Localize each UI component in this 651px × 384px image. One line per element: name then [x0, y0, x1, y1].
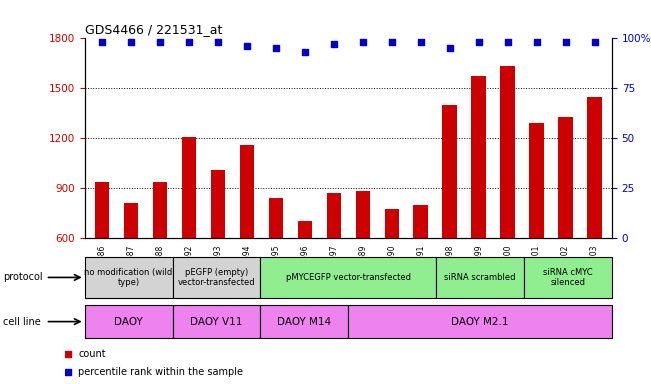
Text: pMYCEGFP vector-transfected: pMYCEGFP vector-transfected — [286, 273, 411, 282]
Bar — [443, 105, 457, 338]
Point — [252, 124, 262, 130]
Bar — [436, 257, 524, 298]
Bar — [95, 182, 109, 338]
Point — [271, 45, 281, 51]
Point — [155, 39, 165, 45]
Point — [503, 39, 513, 45]
Text: GDS4466 / 221531_at: GDS4466 / 221531_at — [85, 23, 222, 36]
Bar — [355, 192, 370, 338]
Point — [329, 41, 339, 48]
Bar — [529, 123, 544, 338]
Bar — [587, 97, 602, 338]
Text: DAOY V11: DAOY V11 — [190, 316, 243, 327]
Bar — [260, 305, 348, 338]
Point — [242, 43, 252, 50]
Point — [126, 39, 136, 45]
Bar — [298, 222, 312, 338]
Point — [387, 39, 397, 45]
Bar — [348, 305, 612, 338]
Point — [213, 39, 223, 45]
Bar — [173, 305, 260, 338]
Bar — [182, 137, 196, 338]
Bar — [153, 182, 167, 338]
Bar — [85, 305, 173, 338]
Text: siRNA cMYC
silenced: siRNA cMYC silenced — [543, 268, 593, 287]
Point — [531, 39, 542, 45]
Bar — [559, 117, 573, 338]
Bar — [413, 205, 428, 338]
Bar — [524, 257, 612, 298]
Bar — [385, 209, 399, 338]
Point — [589, 39, 600, 45]
Text: cell line: cell line — [3, 316, 41, 327]
Bar — [173, 257, 260, 298]
Bar — [85, 257, 173, 298]
Text: count: count — [78, 349, 105, 359]
Bar — [501, 66, 515, 338]
Text: protocol: protocol — [3, 272, 43, 283]
Text: DAOY: DAOY — [114, 316, 143, 327]
Bar — [269, 198, 283, 338]
Bar — [240, 145, 254, 338]
Text: DAOY M2.1: DAOY M2.1 — [451, 316, 509, 327]
Bar — [260, 257, 436, 298]
Point — [473, 39, 484, 45]
Point — [252, 281, 262, 287]
Bar — [327, 193, 341, 338]
Text: percentile rank within the sample: percentile rank within the sample — [78, 366, 243, 377]
Bar — [124, 203, 138, 338]
Text: no modification (wild
type): no modification (wild type) — [85, 268, 173, 287]
Point — [445, 45, 455, 51]
Point — [415, 39, 426, 45]
Point — [97, 39, 107, 45]
Text: siRNA scrambled: siRNA scrambled — [445, 273, 516, 282]
Point — [357, 39, 368, 45]
Text: DAOY M14: DAOY M14 — [277, 316, 331, 327]
Point — [561, 39, 571, 45]
Text: pEGFP (empty)
vector-transfected: pEGFP (empty) vector-transfected — [178, 268, 255, 287]
Point — [184, 39, 194, 45]
Bar — [211, 170, 225, 338]
Bar — [471, 76, 486, 338]
Point — [299, 49, 310, 55]
